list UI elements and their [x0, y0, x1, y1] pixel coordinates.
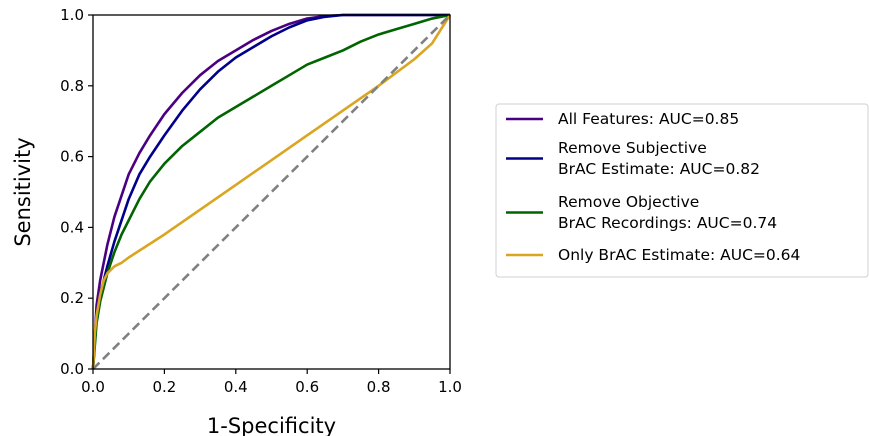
chance-diagonal-line: [92, 14, 451, 370]
plot-frame: [92, 14, 451, 370]
y-tick-label: 0.6: [60, 148, 84, 166]
legend-box: [495, 103, 869, 278]
x-tick-label: 0.0: [81, 378, 105, 396]
series-line-1: [91, 13, 450, 370]
x-tick-label: 0.8: [367, 378, 391, 396]
legend: All Features: AUC=0.85 Remove Subjective B…: [495, 103, 869, 278]
series-line-2: [91, 13, 451, 370]
y-tick-label: 0.2: [60, 289, 84, 307]
legend-label: Only BrAC Estimate: AUC=0.64: [558, 246, 800, 264]
legend-label: BrAC Estimate: AUC=0.82: [558, 160, 760, 178]
y-tick-label: 0.8: [60, 77, 84, 95]
legend-label: Remove Subjective: [558, 139, 707, 157]
y-tick-label: 0.0: [60, 360, 84, 378]
legend-label: Remove Objective: [558, 193, 699, 211]
legend-label: BrAC Recordings: AUC=0.74: [558, 214, 777, 232]
x-tick-label: 0.4: [224, 378, 248, 396]
y-axis-title: Sensitivity: [11, 137, 35, 246]
series-layer: [91, 13, 452, 370]
x-tick-label: 0.2: [152, 378, 176, 396]
x-tick-label: 0.6: [295, 378, 319, 396]
ticks-layer: 0.0 0.2 0.4 0.6 0.8 1.0 0.0 0.2 0.4 0.6 0.8 1.0: [60, 6, 462, 396]
x-axis-title: 1-Specificity: [207, 414, 336, 436]
x-tick-label: 1.0: [438, 378, 462, 396]
legend-label: All Features: AUC=0.85: [558, 110, 739, 128]
y-tick-label: 0.4: [60, 218, 84, 236]
y-tick-label: 1.0: [60, 6, 84, 24]
